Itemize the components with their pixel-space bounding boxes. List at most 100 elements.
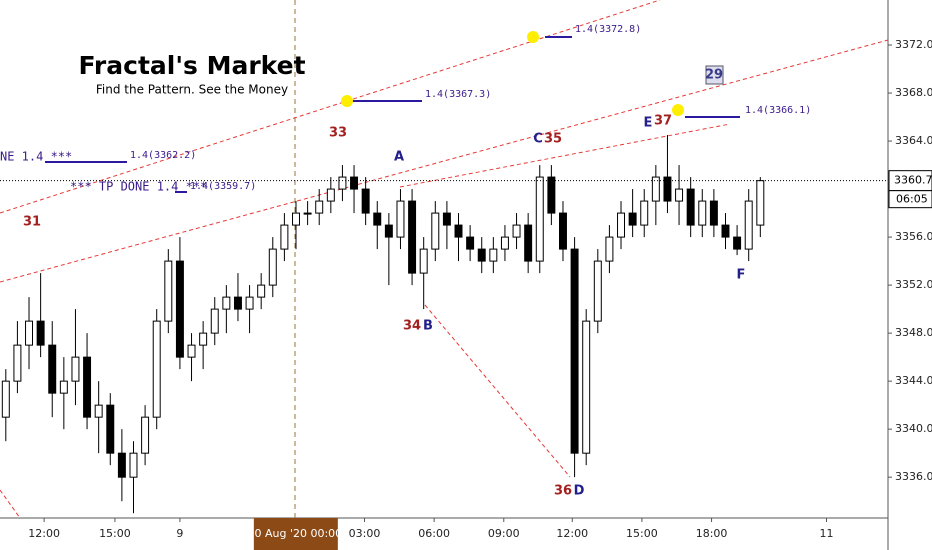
annotation: 36: [554, 484, 572, 499]
x-tick-label: 12:00: [28, 527, 60, 540]
y-tick-label: 3368.0: [895, 86, 932, 99]
annotation: 1.4(3366.1): [745, 105, 811, 116]
candle-body: [605, 236, 614, 262]
x-tick-label: 09:00: [488, 527, 520, 540]
annotation: B: [423, 319, 433, 334]
candle-body: [408, 200, 417, 274]
candle-body: [199, 332, 208, 346]
yellow-dot: [341, 95, 353, 107]
candle-body: [350, 176, 359, 190]
candle-body: [71, 356, 80, 382]
candle-body: [686, 188, 695, 226]
candle-body: [454, 224, 463, 238]
candle-body: [210, 308, 219, 334]
candle-body: [466, 236, 475, 250]
annotation: 33: [329, 126, 347, 141]
markers: [341, 31, 684, 116]
annotation: 35: [544, 132, 562, 147]
candle-body: [94, 404, 103, 418]
candle-body: [733, 236, 742, 250]
candle-body: [25, 320, 34, 346]
candle-body: [257, 284, 266, 298]
annotation: 1.4(3367.3): [425, 89, 491, 100]
trend-line: [0, 0, 661, 214]
annotation: 29: [705, 68, 723, 83]
candle-body: [36, 320, 45, 346]
candle-body: [628, 212, 637, 226]
y-tick-label: 3372.0: [895, 38, 932, 51]
x-tick-label: 10 Aug '20 00:00: [247, 527, 342, 540]
candle-body: [292, 212, 300, 226]
candle-body: [558, 212, 567, 250]
candle-body: [1, 380, 10, 418]
candle-body: [361, 188, 370, 214]
candle-body: [233, 296, 242, 310]
annotation: 1.4(3362.2): [130, 150, 196, 161]
annotation: F: [737, 268, 746, 283]
candle-body: [106, 404, 115, 454]
yellow-dot: [527, 31, 539, 43]
candle-body: [152, 320, 161, 418]
candle-body: [175, 260, 184, 358]
countdown-tag: [888, 190, 932, 209]
trend-lines: [0, 0, 889, 519]
candle-body: [709, 200, 718, 226]
candle-body: [744, 200, 753, 250]
annotation: 1.4(3359.7): [190, 181, 256, 192]
candle-body: [373, 212, 382, 226]
chart-title: Fractal's Market: [78, 51, 305, 80]
candle-body: [675, 188, 684, 202]
candle-body: [419, 248, 428, 274]
candle-body: [640, 200, 649, 226]
candle-body: [489, 248, 498, 262]
candle-body: [663, 176, 672, 202]
candle-body: [500, 236, 509, 250]
y-tick-label: 3348.0: [895, 326, 932, 339]
candle-body: [245, 296, 254, 310]
candle-body: [547, 176, 556, 214]
candle-body: [59, 380, 68, 394]
y-tick-label: 3364.0: [895, 134, 932, 147]
candle-body: [698, 200, 707, 226]
annotation: D: [574, 484, 585, 499]
annotation: 1.4(3372.8): [575, 24, 641, 35]
x-tick-label: 18:00: [696, 527, 728, 540]
annotation: C: [533, 132, 543, 147]
candle-body: [280, 224, 289, 250]
candle-body: [129, 452, 138, 478]
candle-body: [303, 212, 312, 215]
price-tag-label: 3360.7: [894, 174, 932, 187]
annotation: 37: [654, 114, 672, 129]
x-tick-label: 12:00: [556, 527, 588, 540]
x-tick-label: 06:00: [418, 527, 450, 540]
x-tick-label: 15:00: [99, 527, 131, 540]
candle-body: [512, 224, 521, 238]
annotation: 31: [23, 215, 41, 230]
candle-body: [222, 296, 231, 310]
candle-body: [524, 224, 533, 262]
candle-body: [431, 212, 440, 250]
candle-body: [326, 188, 335, 202]
highlight-box: [253, 518, 338, 550]
annotation: NE 1.4 ***: [0, 150, 72, 164]
candle-body: [187, 344, 196, 358]
candle-body: [48, 344, 57, 394]
y-tick-label: 3352.0: [895, 278, 932, 291]
x-tick-label: 11: [819, 527, 833, 540]
candle-body: [651, 176, 660, 202]
candle-body: [117, 452, 126, 478]
x-tick-label: 9: [176, 527, 183, 540]
y-tick-label: 3344.0: [895, 374, 932, 387]
candle-body: [570, 248, 579, 454]
trend-line: [0, 39, 889, 283]
x-tick-label: 15:00: [626, 527, 658, 540]
candle-body: [442, 212, 451, 226]
annotation: A: [394, 150, 404, 165]
y-tick-label: 3356.0: [895, 230, 932, 243]
candle-body: [384, 224, 393, 238]
candle-body: [477, 248, 486, 262]
trend-line: [424, 304, 571, 478]
candle-body: [83, 356, 92, 418]
trend-line: [0, 489, 21, 519]
